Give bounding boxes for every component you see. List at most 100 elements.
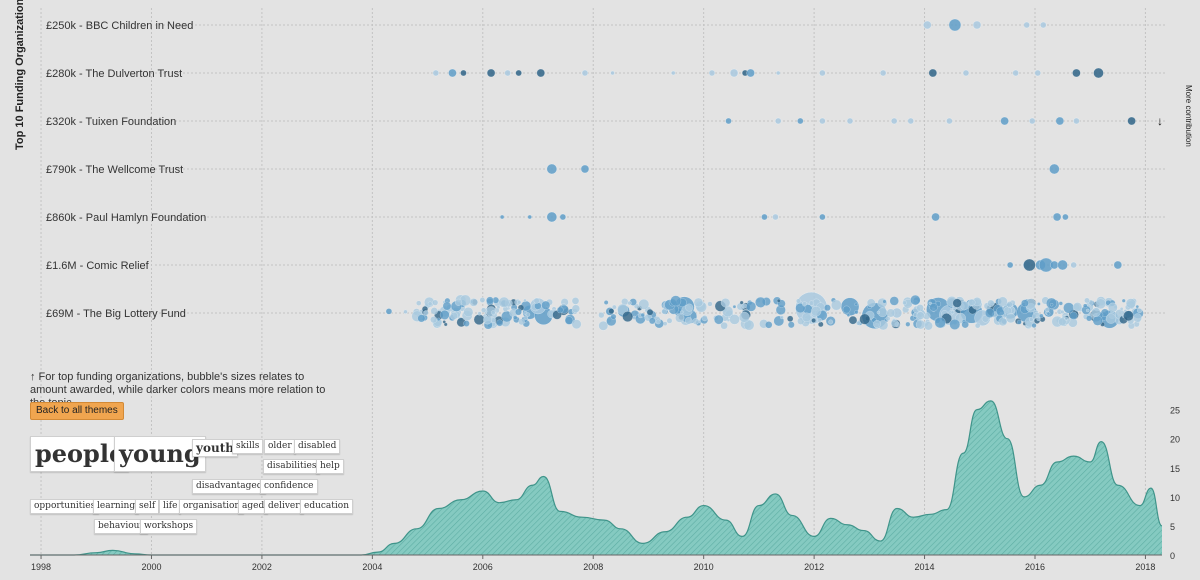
tag-youth[interactable]: youth <box>192 439 238 457</box>
grant-bubble <box>1127 116 1136 126</box>
tag-opportunities[interactable]: opportunities <box>30 499 100 514</box>
area-line <box>30 400 1163 556</box>
funder-label: £280k - The Dulverton Trust <box>46 68 182 80</box>
grant-bubble <box>961 320 969 329</box>
grant-bubble <box>713 314 724 325</box>
grant-bubble <box>430 307 439 315</box>
grant-bubble <box>479 297 486 303</box>
grant-bubble <box>385 308 393 315</box>
grant-bubble <box>811 318 817 323</box>
tag-help[interactable]: help <box>316 459 344 474</box>
grant-bubble <box>934 316 946 329</box>
y-tick-label: 15 <box>1170 464 1180 474</box>
funder-label: £790k - The Wellcome Trust <box>46 164 183 176</box>
grant-bubble <box>720 321 728 330</box>
grant-bubble <box>611 304 617 310</box>
grant-bubble <box>640 312 645 318</box>
grant-bubble <box>559 213 567 221</box>
grant-bubble <box>571 297 580 305</box>
grant-bubble <box>460 69 467 77</box>
y-tick-label: 25 <box>1170 406 1180 416</box>
tag-life[interactable]: life <box>159 499 182 514</box>
grant-bubble <box>1058 301 1063 306</box>
grant-bubble <box>1052 212 1062 222</box>
tag-learning[interactable]: learning <box>93 499 140 514</box>
back-to-all-themes-button[interactable]: Back to all themes <box>30 402 124 420</box>
grant-bubble <box>780 315 784 320</box>
tag-deliver[interactable]: deliver <box>264 499 304 514</box>
grant-bubble <box>739 300 744 305</box>
grant-bubble <box>515 69 522 77</box>
grant-bubble <box>923 321 933 331</box>
grant-bubble <box>787 321 795 329</box>
grant-bubble <box>1070 261 1077 269</box>
grant-bubble <box>442 301 452 311</box>
tag-people[interactable]: people <box>30 436 130 472</box>
grant-bubble <box>1123 310 1134 322</box>
area-chart <box>30 400 1163 556</box>
grant-bubble <box>743 319 755 331</box>
grant-bubble <box>685 303 694 312</box>
tag-education[interactable]: education <box>300 499 353 514</box>
grant-bubble <box>819 69 826 77</box>
grant-bubble <box>931 212 940 222</box>
grant-bubble <box>1023 21 1030 29</box>
grant-bubble <box>1095 298 1106 310</box>
grant-bubble <box>928 68 938 78</box>
grant-bubble <box>890 117 898 125</box>
grant-bubble <box>1105 313 1117 324</box>
tag-young[interactable]: young <box>114 436 206 472</box>
grant-bubble <box>987 299 995 307</box>
grant-bubble <box>1005 313 1016 324</box>
grant-bubble <box>974 322 981 329</box>
grant-bubble <box>1034 69 1042 77</box>
grant-bubble <box>1055 116 1065 126</box>
grant-bubble <box>984 308 995 318</box>
grant-bubble <box>648 317 656 325</box>
tag-confidence[interactable]: confidence <box>260 479 318 494</box>
grant-bubble <box>448 68 457 78</box>
grant-bubble <box>1039 313 1044 319</box>
tag-self[interactable]: self <box>135 499 160 514</box>
grant-bubble <box>997 296 1008 307</box>
tag-organisation[interactable]: organisation <box>179 499 245 514</box>
y-tick-label: 0 <box>1170 551 1175 561</box>
grant-bubble <box>610 70 615 76</box>
grant-bubble <box>533 297 540 304</box>
grant-bubble <box>915 319 926 330</box>
grant-bubble <box>1085 308 1090 313</box>
grant-bubble <box>483 315 493 325</box>
grant-bubble <box>1016 319 1022 325</box>
grant-bubble <box>854 302 858 307</box>
grant-bubble <box>692 318 700 325</box>
funder-rows: £250k - BBC Children in Need £280k - The … <box>46 20 1165 320</box>
grant-bubble <box>1036 316 1041 322</box>
grant-bubble <box>923 20 932 30</box>
y-tick-label: 5 <box>1170 522 1175 532</box>
grant-bubble <box>859 313 871 325</box>
year-axis: 1998 2000 2002 2004 2006 2008 2010 2012 2014 2016… <box>31 555 1155 572</box>
funder-label: £320k - Tuixen Foundation <box>46 116 176 128</box>
tag-disadvantaged[interactable]: disadvantaged <box>192 479 267 494</box>
grant-bubble <box>824 304 831 312</box>
grant-bubble <box>442 320 446 324</box>
grant-bubble <box>1121 298 1126 303</box>
grant-bubble <box>928 301 932 306</box>
grant-bubble <box>786 315 794 322</box>
grant-bubble <box>1091 307 1101 317</box>
grant-bubble <box>638 298 650 310</box>
x-tick-label: 2014 <box>915 562 935 572</box>
tag-disabled[interactable]: disabled <box>294 439 341 454</box>
grant-bubble <box>797 117 804 125</box>
grant-bubble <box>876 310 881 315</box>
grant-bubble <box>666 317 673 324</box>
tag-workshops[interactable]: workshops <box>140 519 198 534</box>
tag-skills[interactable]: skills <box>232 439 264 454</box>
tag-aged[interactable]: aged <box>238 499 269 514</box>
grant-bubble <box>514 308 522 316</box>
grant-bubble <box>948 18 962 32</box>
grant-bubble <box>1060 309 1065 315</box>
tag-older[interactable]: older <box>264 439 296 454</box>
grant-bubble <box>1135 304 1140 309</box>
tag-disabilities[interactable]: disabilities <box>263 459 321 474</box>
